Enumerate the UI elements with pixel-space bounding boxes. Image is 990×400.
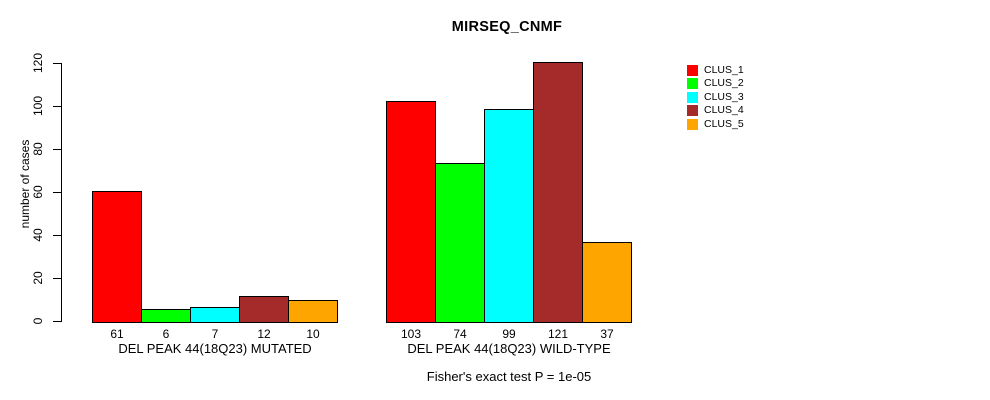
bar-value-label: 103 xyxy=(400,327,422,341)
y-axis-label: number of cases xyxy=(18,139,32,229)
legend-swatch-icon xyxy=(687,91,698,103)
legend-label: CLUS_1 xyxy=(704,64,744,76)
y-tick-mark xyxy=(53,278,61,279)
y-tick-label: 40 xyxy=(31,228,45,242)
legend-label: CLUS_4 xyxy=(704,104,744,116)
y-tick-label: 100 xyxy=(31,95,45,117)
legend-label: CLUS_5 xyxy=(704,118,744,130)
legend-swatch-icon xyxy=(687,64,698,76)
bar-value-label: 10 xyxy=(306,327,320,341)
bar-clus_1-group1 xyxy=(92,191,142,323)
legend-label: CLUS_3 xyxy=(704,91,744,103)
y-tick-mark xyxy=(53,321,61,322)
y-tick-mark xyxy=(53,63,61,64)
legend-swatch-icon xyxy=(687,77,698,89)
y-tick-label: 120 xyxy=(31,52,45,74)
legend-label: CLUS_2 xyxy=(704,77,744,89)
bar-value-label: 7 xyxy=(211,327,219,341)
legend-item-clus_5: CLUS_5 xyxy=(687,118,744,130)
legend-swatch-icon xyxy=(687,104,698,116)
bar-clus_1-group2 xyxy=(386,101,436,323)
y-tick-mark xyxy=(53,149,61,150)
bar-clus_2-group1 xyxy=(141,309,191,323)
legend-item-clus_1: CLUS_1 xyxy=(687,64,744,76)
legend-item-clus_2: CLUS_2 xyxy=(687,77,744,89)
bar-clus_4-group2 xyxy=(533,62,583,323)
bar-value-label: 6 xyxy=(162,327,170,341)
legend-swatch-icon xyxy=(687,118,698,130)
bar-value-label: 99 xyxy=(502,327,516,341)
bar-value-label: 37 xyxy=(600,327,614,341)
y-tick-mark xyxy=(53,235,61,236)
legend-item-clus_3: CLUS_3 xyxy=(687,91,744,103)
bar-value-label: 121 xyxy=(547,327,569,341)
y-tick-label: 60 xyxy=(31,185,45,199)
bar-clus_2-group2 xyxy=(435,163,485,323)
y-tick-label: 80 xyxy=(31,142,45,156)
y-tick-label: 0 xyxy=(31,317,45,325)
bar-clus_5-group1 xyxy=(288,300,338,323)
bar-value-label: 12 xyxy=(257,327,271,341)
y-tick-mark xyxy=(53,106,61,107)
group-label-1: DEL PEAK 44(18Q23) MUTATED xyxy=(118,341,312,356)
bar-clus_3-group1 xyxy=(190,307,240,323)
bar-clus_4-group1 xyxy=(239,296,289,323)
footer-annotation: Fisher's exact test P = 1e-05 xyxy=(426,369,592,384)
group-label-2: DEL PEAK 44(18Q23) WILD-TYPE xyxy=(407,341,611,356)
bar-clus_3-group2 xyxy=(484,109,534,323)
legend-item-clus_4: CLUS_4 xyxy=(687,104,744,116)
y-tick-label: 20 xyxy=(31,271,45,285)
y-axis-line xyxy=(61,63,62,322)
bar-value-label: 74 xyxy=(453,327,467,341)
chart-title: MIRSEQ_CNMF xyxy=(451,19,563,35)
bar-clus_5-group2 xyxy=(582,242,632,323)
bar-value-label: 61 xyxy=(110,327,124,341)
y-tick-mark xyxy=(53,192,61,193)
